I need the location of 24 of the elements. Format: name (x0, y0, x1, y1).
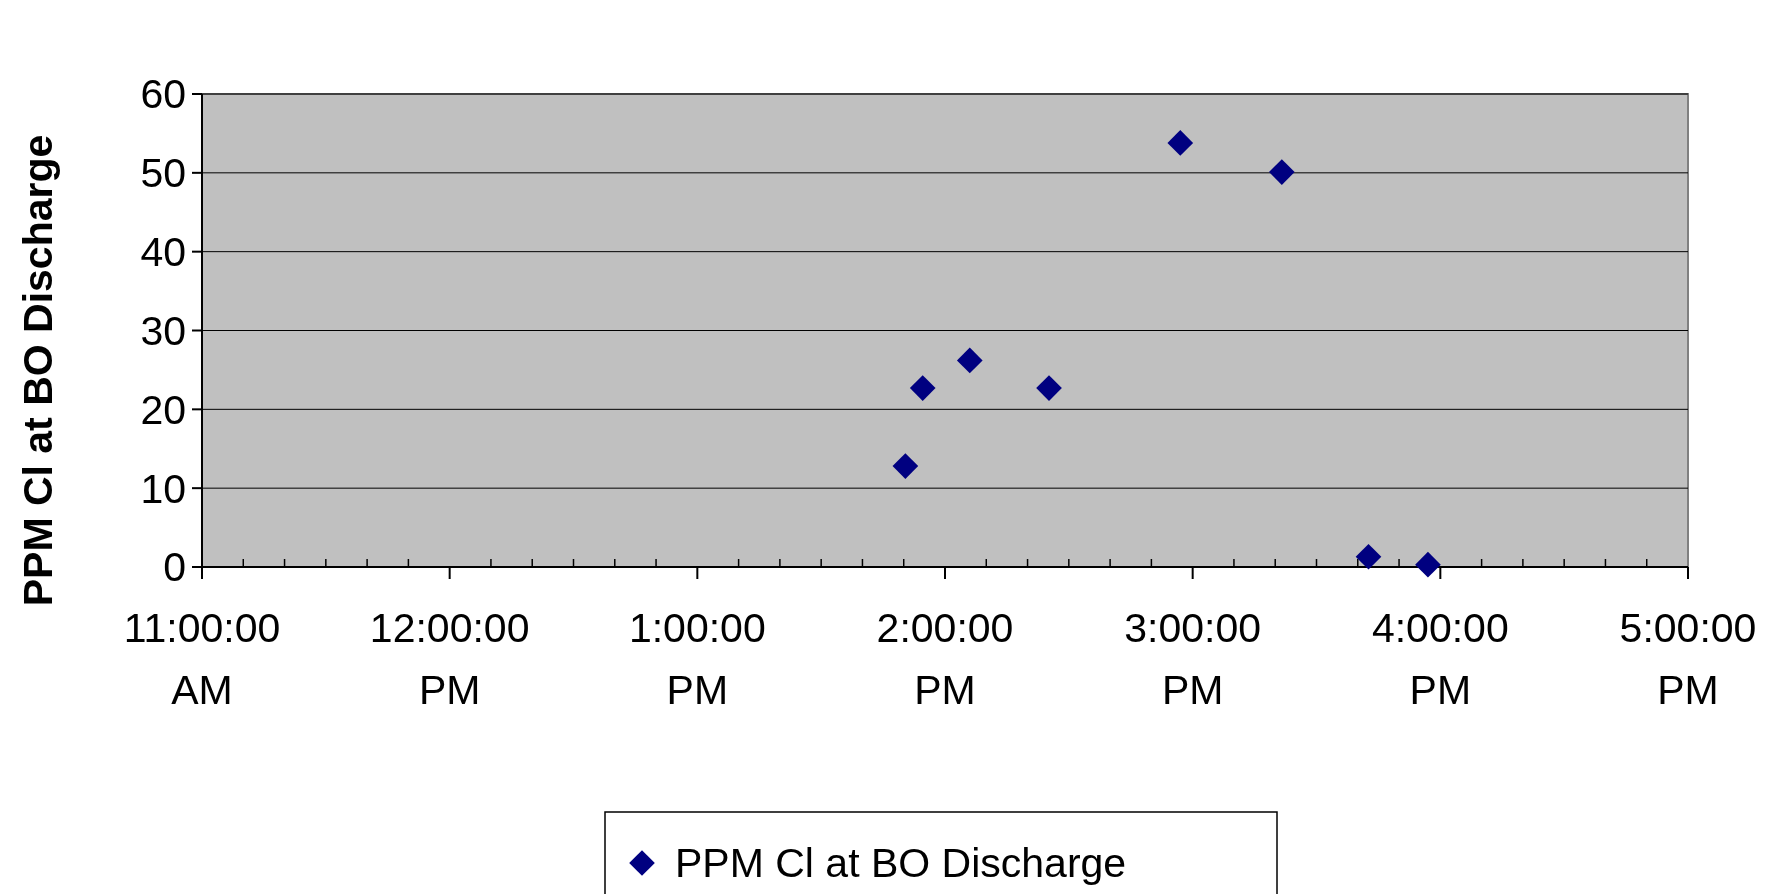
y-tick-label: 0 (163, 544, 186, 591)
y-tick-label: 30 (140, 307, 186, 354)
point (1036, 375, 1062, 401)
x-tick-label: 2:00:00 PM (876, 605, 1014, 713)
x-tick-label: 3:00:00 PM (1124, 605, 1262, 713)
y-axis-title: PPM Cl at BO Discharge (15, 134, 61, 607)
x-tick-label: 5:00:00 PM (1619, 605, 1757, 713)
point (1415, 551, 1441, 578)
y-tick-label: 60 (140, 71, 186, 118)
x-tick-label: 4:00:00 PM (1371, 605, 1509, 713)
legend-label: PPM Cl at BO Discharge (675, 840, 1127, 887)
x-tick-label: 11:00:00 AM (123, 605, 281, 713)
point (1167, 130, 1194, 156)
point (892, 453, 919, 479)
y-tick-label: 40 (140, 229, 186, 276)
point (1355, 543, 1382, 570)
point (1268, 159, 1295, 185)
x-tick-label: 12:00:00 PM (369, 605, 530, 713)
y-tick-label: 10 (140, 465, 186, 512)
y-tick-label: 20 (140, 386, 186, 433)
point (909, 375, 936, 401)
y-tick-label: 50 (140, 150, 186, 197)
point (956, 347, 983, 374)
x-tick-label: 1:00:00 PM (628, 605, 766, 713)
